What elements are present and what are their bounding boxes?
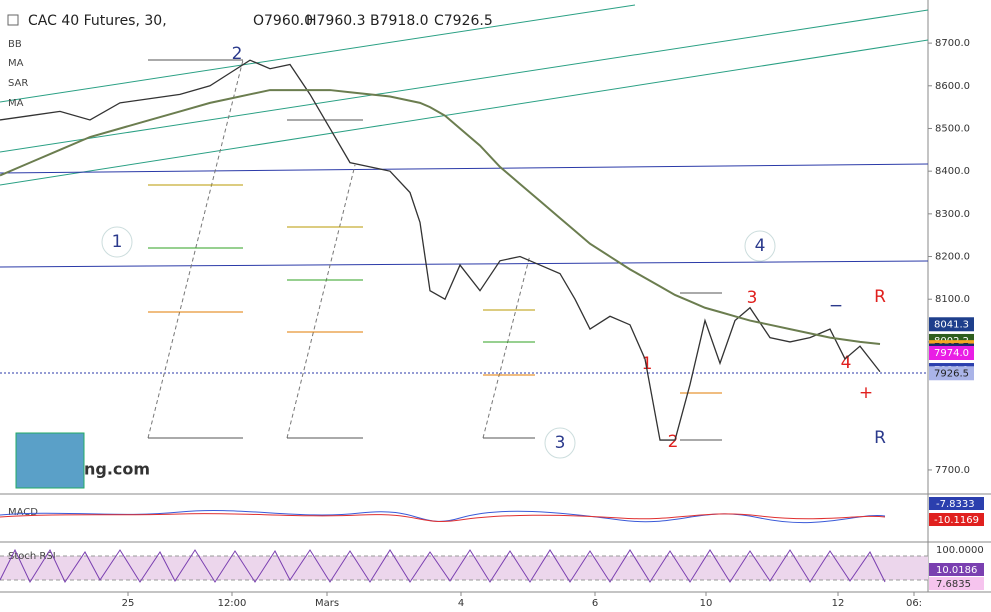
x-tick-label: Mars [315,598,339,609]
value-tag [929,497,984,510]
value-label: -7.8333 [936,499,975,510]
panel-title: MACD [8,507,38,518]
symbol: CAC 40 Futures, 30, [28,13,167,29]
wave-circles [101,226,776,459]
y-tick-label: 7700.0 [935,465,970,476]
wave-label: 1 [112,232,123,252]
x-tick-label: 4 [458,598,464,609]
wave-mark: + [859,383,873,403]
wave-label: 3 [747,288,758,308]
value-label: -10.1169 [934,515,979,526]
x-tick-label: 6 [592,598,598,609]
price-tag [929,366,974,381]
ohlc: B7918.0 [370,13,429,29]
indicator-label[interactable]: MA [8,58,24,69]
series-line [0,89,881,346]
wave-label: 3 [555,433,566,453]
collapse-icon[interactable] [7,14,19,26]
y-tick-label: 8300.0 [935,209,970,220]
value-tag [929,513,984,526]
x-tick-label: 12 [832,598,845,609]
price-tag [929,317,974,332]
macd-line [0,509,886,524]
logo [15,432,85,489]
trend-line [0,9,929,153]
trend-line [0,39,929,186]
price-tag-label: 8041.3 [934,319,969,330]
value-label: 100.0000 [936,545,984,556]
y-tick-label: 8600.0 [935,81,970,92]
value-tag [929,563,984,576]
x-tick-label: 06: [906,598,922,609]
trend-line [0,260,929,268]
wave-label: 2 [232,44,243,64]
wave-label: 1 [642,354,653,374]
price-tag-label: 7926.5 [934,368,969,379]
indicator-label[interactable]: BB [8,39,22,50]
y-tick-label: 8200.0 [935,252,970,263]
wave-mark: − [829,296,843,316]
panel-title: Stoch RSI [8,551,56,562]
y-tick-label: 8500.0 [935,123,970,134]
ohlc: C7926.5 [434,13,493,29]
series-line [0,59,881,441]
ohlc: H7960.3 [306,13,366,29]
y-tick-label: 8700.0 [935,38,970,49]
wave-label: 2 [668,432,679,452]
value-label: 10.0186 [936,565,977,576]
trend-line [0,4,636,103]
signal-line [0,513,886,523]
y-tick-label: 8400.0 [935,166,970,177]
wave-mark: R [874,287,886,307]
trend-line [0,163,929,174]
logo-text: ng.com [84,460,150,479]
indicator-label[interactable]: SAR [8,78,28,89]
wave-label: 4 [841,353,852,373]
x-tick-label: 12:00 [218,598,247,609]
x-tick-label: 10 [700,598,713,609]
y-tick-label: 8100.0 [935,294,970,305]
x-tick-label: 25 [122,598,135,609]
value-tag [929,577,984,590]
wave-mark: R [874,428,886,448]
ohlc: O7960.0 [253,13,313,29]
value-label: 7.6835 [936,579,971,590]
stoch-line [0,548,886,584]
wave-label: 4 [755,236,766,256]
indicator-label[interactable]: MA [8,98,24,109]
price-tag [929,345,974,360]
price-tag-label: 7974.0 [934,348,969,359]
fib-lines [147,59,531,439]
